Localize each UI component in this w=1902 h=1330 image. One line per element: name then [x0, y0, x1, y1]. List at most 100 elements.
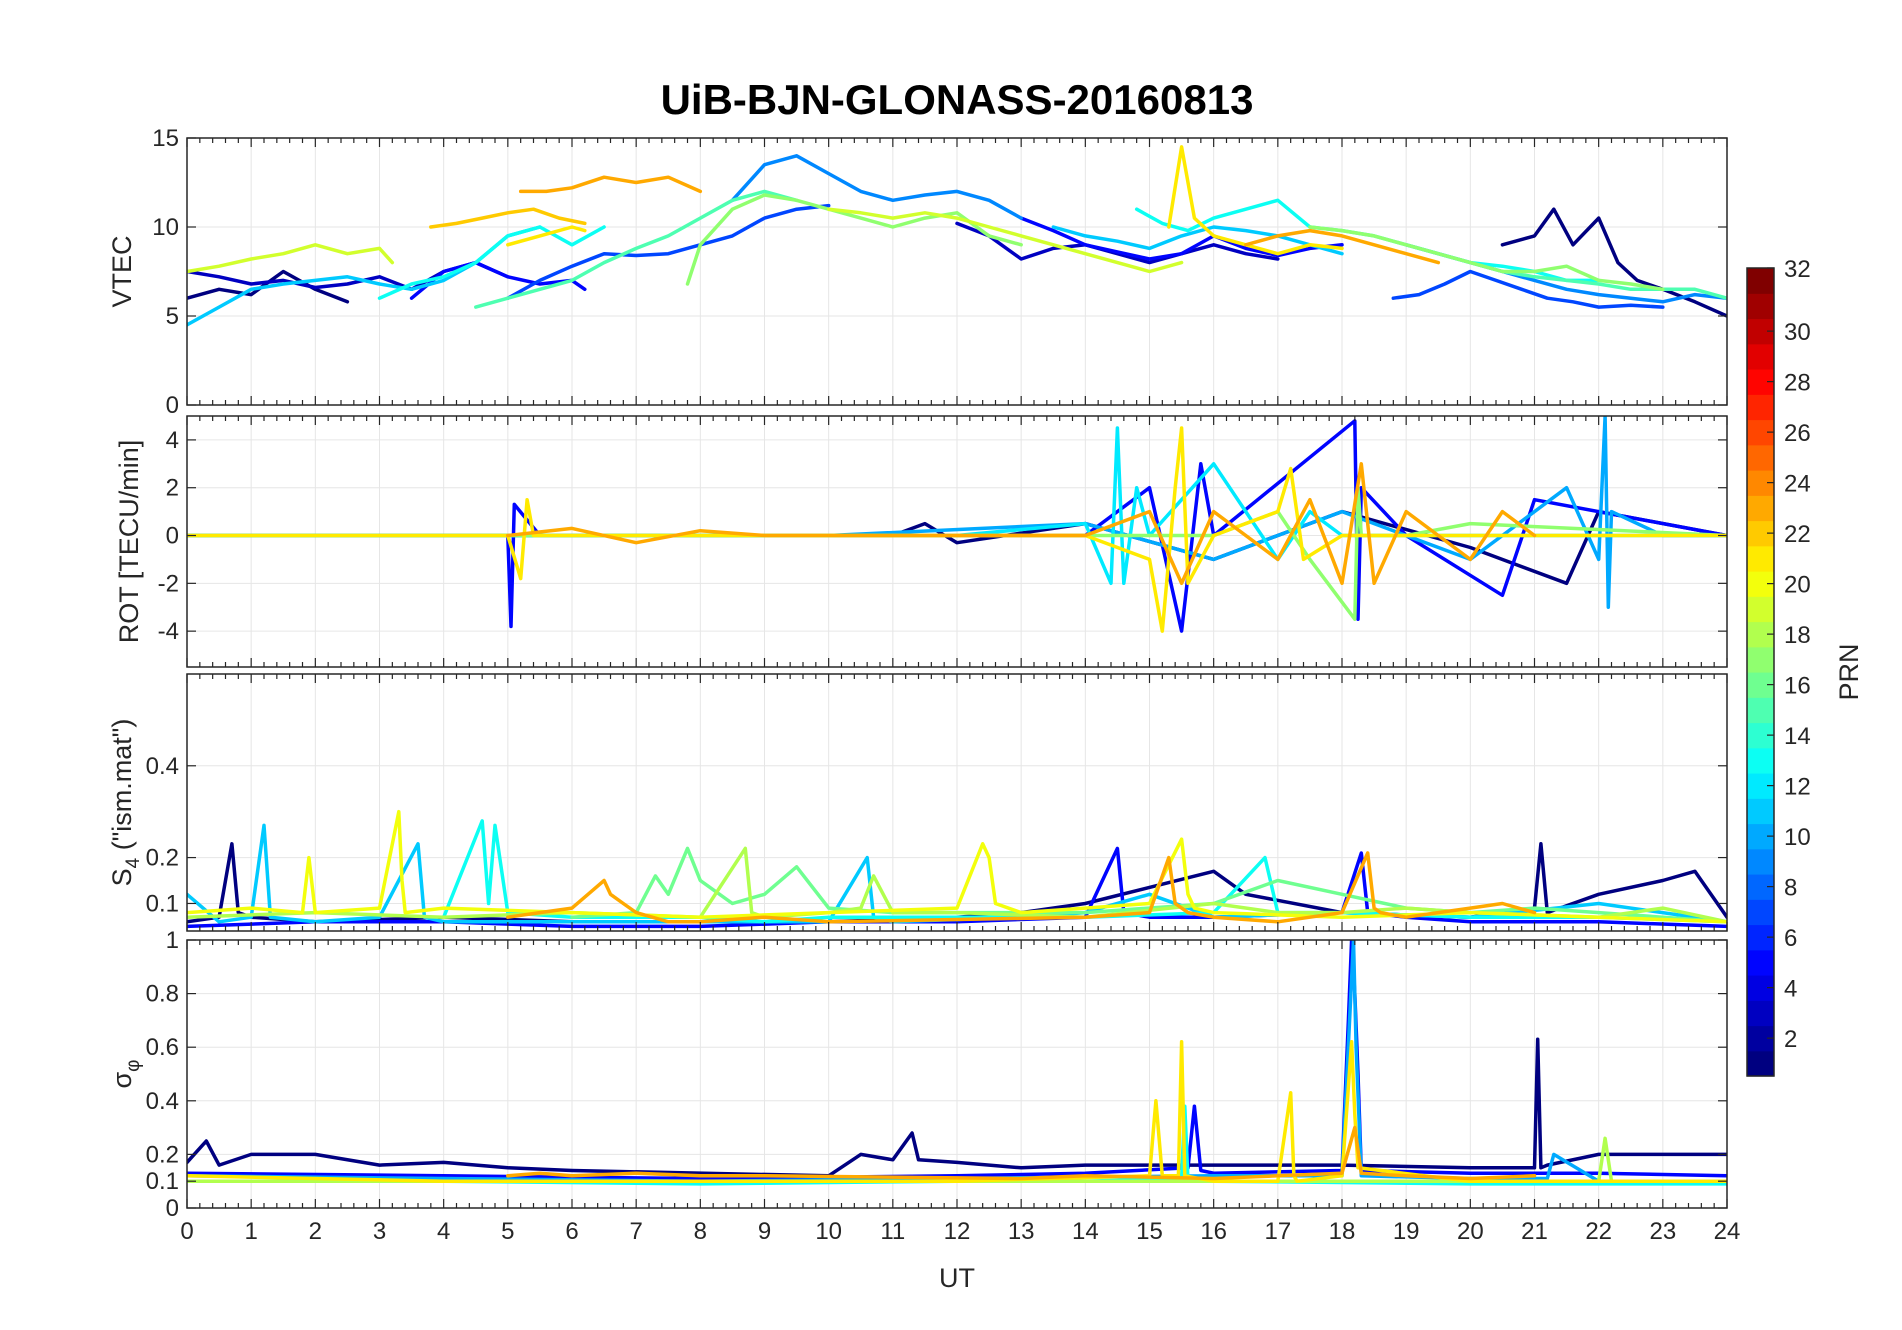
series-line-prn-22	[429, 207, 587, 229]
vtec-series	[187, 145, 1727, 327]
x-tick-label: 6	[565, 1218, 578, 1245]
series-line-prn-3	[955, 221, 1280, 265]
colorbar-tick-label: 10	[1784, 824, 1811, 851]
colorbar-tick-label: 14	[1784, 723, 1811, 750]
colorbar-tick-label: 18	[1784, 622, 1811, 649]
x-tick-label: 17	[1264, 1218, 1291, 1245]
x-tick-label: 23	[1649, 1218, 1676, 1245]
y-tick-label: 10	[152, 214, 179, 241]
colorbar-tick-label: 26	[1784, 420, 1811, 447]
x-tick-label: 24	[1714, 1218, 1741, 1245]
x-tick-label: 14	[1072, 1218, 1099, 1245]
y-tick-label: 15	[152, 125, 179, 152]
colorbar-swatch	[1747, 444, 1774, 471]
y-tick-label: 5	[166, 303, 179, 330]
series-line-prn-21	[187, 426, 1727, 633]
colorbar-swatch	[1747, 545, 1774, 572]
x-tick-label: 8	[694, 1218, 707, 1245]
x-tick-label: 18	[1329, 1218, 1356, 1245]
colorbar-swatch	[1747, 949, 1774, 976]
x-tick-label: 4	[437, 1218, 450, 1245]
colorbar-swatch	[1747, 343, 1774, 370]
series-line-prn-23	[506, 851, 1537, 924]
colorbar-tick-label: 8	[1784, 875, 1797, 902]
colorbar-swatch	[1747, 268, 1774, 294]
x-tick-label: 10	[815, 1218, 842, 1245]
colorbar-tick-label: 6	[1784, 925, 1797, 952]
y-tick-label: 4	[166, 427, 179, 454]
colorbar-tick-label: 2	[1784, 1026, 1797, 1053]
colorbar-tick-label: 16	[1784, 673, 1811, 700]
colorbar-swatch	[1747, 293, 1774, 320]
series-line-prn-20	[187, 809, 1727, 924]
x-tick-label: 21	[1521, 1218, 1548, 1245]
colorbar-swatch	[1747, 899, 1774, 926]
y-axis-label-rest: ("ism.mat")	[107, 719, 137, 858]
series-line-prn-1	[1500, 207, 1727, 318]
x-tick-label: 16	[1200, 1218, 1227, 1245]
x-tick-label: 12	[944, 1218, 971, 1245]
chart-title: UiB-BJN-GLONASS-20160813	[661, 76, 1254, 123]
series-line-prn-15	[1468, 260, 1727, 300]
series-line-prn-9	[730, 154, 1023, 220]
series-line-prn-7	[506, 203, 831, 300]
y-tick-label: 0	[166, 1195, 179, 1222]
x-tick-label: 9	[758, 1218, 771, 1245]
series-line-prn-17	[685, 193, 1023, 286]
series-line-prn-5	[1019, 216, 1344, 261]
panel-vtec: 0 5 10 15 VTEC	[107, 125, 1728, 419]
series-line-prn-23	[506, 462, 1537, 586]
y-axis-label-main: σ	[107, 1072, 137, 1089]
y-tick-label: 2	[166, 475, 179, 502]
colorbar-frame	[1746, 267, 1775, 1077]
y-tick-label: -2	[158, 570, 179, 597]
colorbar-swatch	[1747, 1000, 1774, 1027]
y-tick-label: 0.1	[146, 890, 179, 917]
series-line-prn-21	[506, 225, 587, 247]
colorbar-swatch	[1747, 798, 1774, 825]
series-line-prn-13	[377, 225, 606, 300]
series-line-prn-21	[1167, 145, 1344, 256]
x-tick-label: 15	[1136, 1218, 1163, 1245]
x-tick-label: 7	[629, 1218, 642, 1245]
series-line-prn-23	[1244, 228, 1441, 265]
series-line-prn-19	[187, 243, 395, 274]
y-axis-label: S4 ("ism.mat")	[107, 719, 144, 887]
panel-rot: -4 -2 0 2 4 ROT [TECU/min]	[114, 415, 1728, 668]
colorbar-tick-label: 28	[1784, 370, 1811, 397]
y-tick-label: 0.2	[146, 1141, 179, 1168]
colorbar-tick-label: 30	[1784, 319, 1811, 346]
panel-s4: 0.10.20.4S4 ("ism.mat")	[107, 673, 1728, 932]
colorbar-swatch	[1747, 697, 1774, 724]
y-tick-label: 0	[166, 392, 179, 419]
y-tick-label: 0.6	[146, 1034, 179, 1061]
x-tick-label: 13	[1008, 1218, 1035, 1245]
series-line-prn-7	[1391, 269, 1665, 309]
series-line-prn-19	[826, 207, 1184, 274]
y-tick-label: 0.4	[146, 753, 179, 780]
y-axis-label-sub: 4	[123, 857, 144, 868]
y-axis-label: ROT [TECU/min]	[114, 440, 144, 644]
x-tick-label: 20	[1457, 1218, 1484, 1245]
y-axis-label-main: S	[107, 868, 137, 886]
colorbar-swatch	[1747, 596, 1774, 623]
colorbar-swatch	[1747, 848, 1774, 875]
y-tick-label: 0.4	[146, 1088, 179, 1115]
y-axis-label: VTEC	[107, 235, 137, 307]
colorbar-tick-label: 12	[1784, 774, 1811, 801]
series-line-prn-11	[1051, 225, 1344, 256]
colorbar-swatch	[1747, 495, 1774, 522]
colorbar-tick-label: 22	[1784, 521, 1811, 548]
y-axis-label: σφ	[107, 1060, 144, 1089]
series-line-prn-5	[187, 419, 1727, 633]
y-tick-label: 1	[166, 927, 179, 954]
y-tick-label: 0.2	[146, 845, 179, 872]
y-tick-label: 0	[166, 523, 179, 550]
x-tick-label: 22	[1585, 1218, 1612, 1245]
x-tick-label: 5	[501, 1218, 514, 1245]
colorbar-label: PRN	[1834, 643, 1864, 700]
sigma-series	[187, 940, 1727, 1186]
